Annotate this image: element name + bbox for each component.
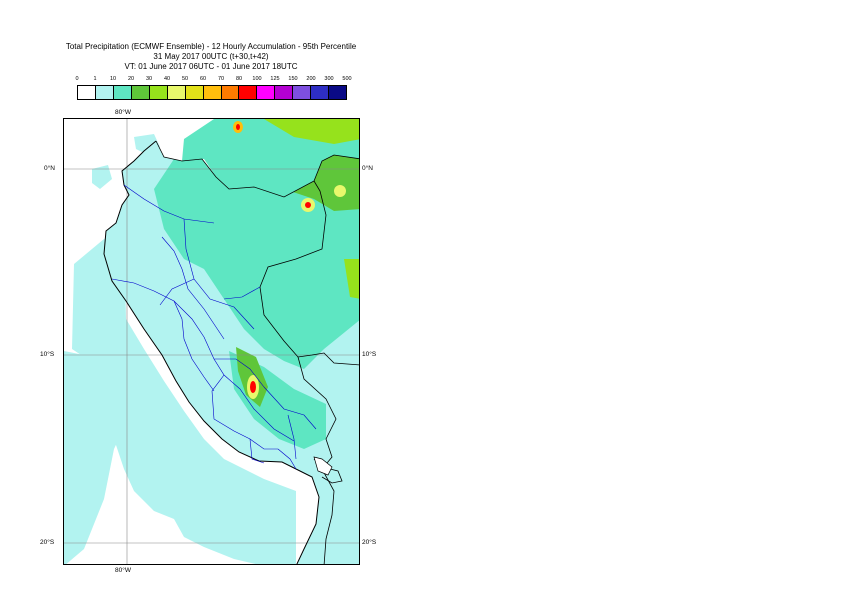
- legend-tick-label: 300: [324, 76, 334, 82]
- legend-tick-label: 125: [270, 76, 280, 82]
- legend-swatch: [257, 86, 276, 99]
- title-line-3: VT: 01 June 2017 06UTC - 01 June 2017 18…: [124, 62, 298, 71]
- lat-label-20s-left: 20°S: [40, 539, 55, 546]
- legend-swatch: [95, 86, 114, 99]
- lake-titicaca: [313, 456, 333, 476]
- legend-tick-label: 70: [217, 76, 225, 82]
- lat-label-10s-left: 10°S: [40, 351, 55, 358]
- title-line-1: Total Precipitation (ECMWF Ensemble) - 1…: [65, 42, 357, 51]
- admin-borders: [111, 184, 317, 470]
- precip-max: [250, 381, 256, 393]
- legend-tick-label: 200: [306, 76, 316, 82]
- legend-tick-label: 1: [93, 76, 97, 82]
- precip-max: [305, 202, 311, 208]
- lat-label-20s-right: 20°S: [362, 539, 377, 546]
- legend-tick-label: 30: [145, 76, 153, 82]
- heavy-precip-zone: [344, 259, 359, 299]
- legend-tick-label: 40: [163, 76, 171, 82]
- legend-swatch: [221, 86, 240, 99]
- title-line-2: 31 May 2017 00UTC (t+30,t+42): [153, 52, 269, 61]
- color-legend: 0 1 10 20 30 40 50 60 70 80 100 125 150 200 300 500: [75, 76, 352, 104]
- legend-swatch: [78, 86, 96, 99]
- legend-tick-label: 60: [199, 76, 207, 82]
- lat-label-10s-right: 10°S: [362, 351, 377, 358]
- legend-swatch: [275, 86, 294, 99]
- precip-max: [236, 124, 240, 130]
- legend-swatch: [149, 86, 168, 99]
- precipitation-map: [63, 118, 360, 565]
- sea-precip-patch: [64, 351, 128, 564]
- legend-tick-label: 50: [181, 76, 189, 82]
- legend-color-bar: [77, 85, 347, 100]
- precip-max: [334, 185, 346, 197]
- legend-tick-label: 80: [235, 76, 243, 82]
- legend-swatch: [113, 86, 132, 99]
- legend-swatch: [203, 86, 222, 99]
- legend-tick-label: 100: [252, 76, 262, 82]
- legend-swatch: [293, 86, 312, 99]
- legend-ticks: 0 1 10 20 30 40 50 60 70 80 100 125 150 200 300 500: [75, 76, 351, 85]
- legend-swatch: [311, 86, 330, 99]
- precip-patch: [264, 119, 359, 144]
- chart-title-block: Total Precipitation (ECMWF Ensemble) - 1…: [0, 42, 422, 72]
- lon-label-top: 80°W: [115, 109, 131, 116]
- map-svg: [64, 119, 359, 564]
- national-border: [297, 356, 337, 564]
- legend-swatch: [185, 86, 204, 99]
- legend-tick-label: 20: [127, 76, 135, 82]
- legend-tick-label: 10: [109, 76, 117, 82]
- national-border: [155, 140, 359, 198]
- legend-swatch: [167, 86, 186, 99]
- lon-label-bottom: 80°W: [115, 567, 131, 574]
- legend-tick-label: 0: [75, 76, 79, 82]
- lat-label-eq-left: 0°N: [44, 165, 55, 172]
- national-border: [259, 180, 359, 366]
- coastline: [103, 140, 320, 564]
- legend-swatch: [239, 86, 258, 99]
- sea-precip-patch: [92, 165, 112, 189]
- legend-swatch: [329, 86, 347, 99]
- lat-label-eq-right: 0°N: [362, 165, 373, 172]
- legend-tick-label: 150: [288, 76, 298, 82]
- sea-precip-patch: [72, 229, 296, 564]
- legend-swatch: [131, 86, 150, 99]
- legend-tick-label: 500: [342, 76, 352, 82]
